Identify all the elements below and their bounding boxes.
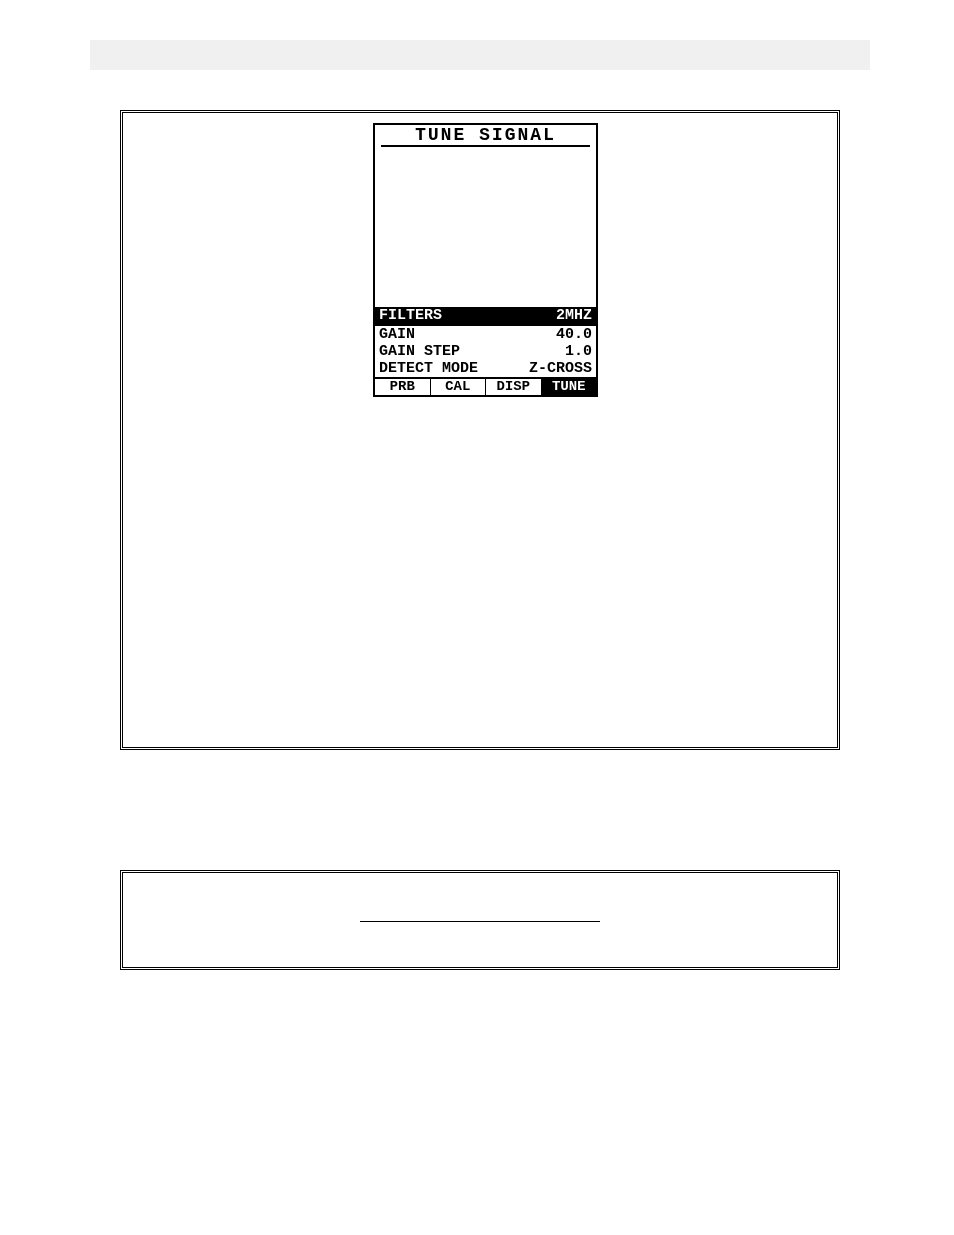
row-filters[interactable]: FILTERS 2MHZ xyxy=(375,307,596,324)
row-filters-label: FILTERS xyxy=(379,308,442,323)
row-filters-value: 2MHZ xyxy=(556,308,592,323)
device-tabs: PRB CAL DISP TUNE xyxy=(375,379,596,395)
secondary-box-underline xyxy=(360,921,600,922)
page: TUNE SIGNAL FILTERS 2MHZ GAIN 40.0 GAIN … xyxy=(0,0,954,1235)
row-detect-mode[interactable]: DETECT MODE Z-CROSS xyxy=(375,360,596,377)
tab-cal[interactable]: CAL xyxy=(431,379,487,395)
tab-tune[interactable]: TUNE xyxy=(542,379,597,395)
header-gray-bar xyxy=(90,40,870,70)
device-screen: TUNE SIGNAL FILTERS 2MHZ GAIN 40.0 GAIN … xyxy=(373,123,598,397)
row-gain-step-value: 1.0 xyxy=(565,344,592,359)
figure-box-secondary xyxy=(120,870,840,970)
row-gain-step-label: GAIN STEP xyxy=(379,344,460,359)
device-title: TUNE SIGNAL xyxy=(375,125,596,145)
row-gain[interactable]: GAIN 40.0 xyxy=(375,326,596,343)
figure-box-main: TUNE SIGNAL FILTERS 2MHZ GAIN 40.0 GAIN … xyxy=(120,110,840,750)
device-plot-area xyxy=(375,147,596,307)
row-detect-mode-value: Z-CROSS xyxy=(529,361,592,376)
tab-disp[interactable]: DISP xyxy=(486,379,542,395)
tab-prb[interactable]: PRB xyxy=(375,379,431,395)
row-gain-value: 40.0 xyxy=(556,327,592,342)
row-gain-label: GAIN xyxy=(379,327,415,342)
row-detect-mode-label: DETECT MODE xyxy=(379,361,478,376)
row-gain-step[interactable]: GAIN STEP 1.0 xyxy=(375,343,596,360)
